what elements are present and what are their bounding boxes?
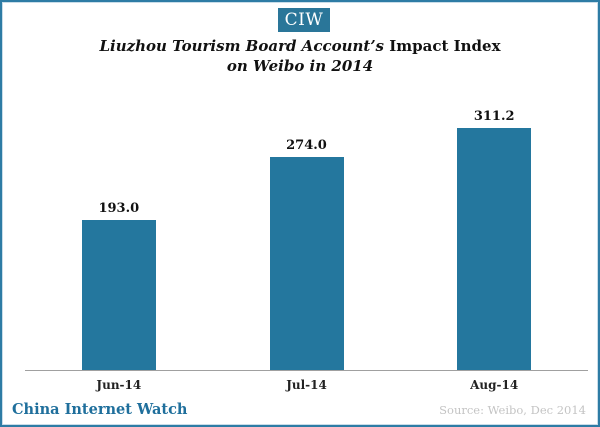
x-axis-label-jul-14: Jul-14 [286, 378, 327, 392]
bar-slot-aug-14: 311.2 [400, 109, 588, 370]
source-text: Source: Weibo, Dec 2014 [439, 403, 586, 417]
footer: China Internet Watch Source: Weibo, Dec … [12, 401, 586, 418]
brand-text: China Internet Watch [12, 401, 188, 418]
bar-value-label: 274.0 [286, 138, 327, 153]
bar-value-label: 311.2 [473, 109, 515, 124]
chart-title-line1: Liuzhou Tourism Board Account’s Impact I… [2, 36, 598, 56]
bars-container: 193.0 274.0 311.2 [25, 90, 588, 370]
bar-slot-jun-14: 193.0 [25, 201, 213, 370]
chart-title-line2: on Weibo in 2014 [226, 57, 374, 75]
ciw-logo-text: CIW [284, 10, 324, 30]
x-axis-label-jun-14: Jun-14 [96, 378, 142, 392]
chart-title-regular-part: Impact Index [389, 37, 501, 55]
bar-jul-14 [269, 157, 344, 370]
chart-title-italic-part: Liuzhou Tourism Board Account’s [99, 37, 384, 55]
x-axis-line [25, 370, 588, 371]
ciw-logo: CIW [278, 8, 330, 32]
bar-aug-14 [457, 128, 532, 370]
bar-slot-jul-14: 274.0 [213, 138, 401, 370]
bar-chart-plot: 193.0 274.0 311.2 Jun-14 Jul-14 Aug-14 [25, 90, 588, 392]
x-axis-label-aug-14: Aug-14 [470, 378, 519, 392]
bar-value-label: 193.0 [98, 201, 140, 216]
bar-jun-14 [81, 220, 156, 370]
x-axis-labels: Jun-14 Jul-14 Aug-14 [25, 378, 588, 392]
chart-title: Liuzhou Tourism Board Account’s Impact I… [2, 36, 598, 76]
